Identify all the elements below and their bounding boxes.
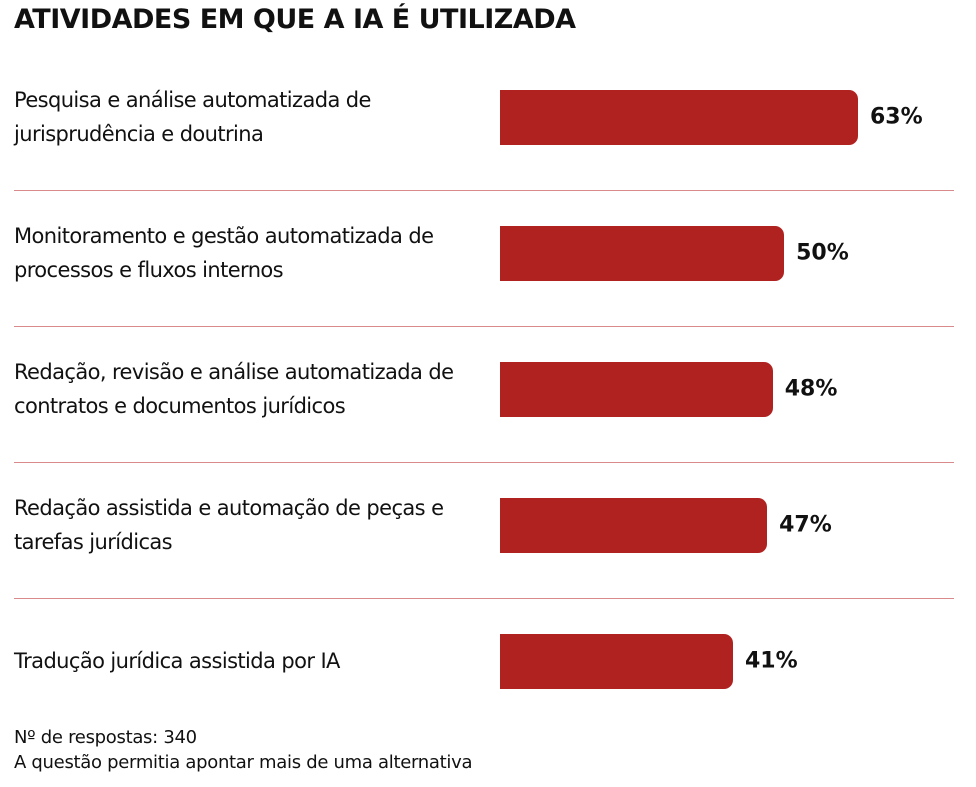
bar [500, 634, 733, 689]
bar [500, 498, 768, 553]
bar [500, 90, 858, 145]
bar-row: Monitoramento e gestão automatizada de p… [0, 185, 976, 321]
value-label: 47% [779, 512, 832, 538]
value-label: 50% [796, 240, 849, 266]
value-label: 48% [784, 376, 838, 402]
category-label: Pesquisa e análise automatizada de juris… [14, 88, 371, 146]
chart-title: ATIVIDADES EM QUE A IA É UTILIZADA [14, 4, 576, 35]
multiple-choice-note: A questão permitia apontar mais de uma a… [14, 752, 473, 773]
category-label: Redação, revisão e análise automatizada … [14, 360, 454, 418]
bar-row: Pesquisa e análise automatizada de juris… [0, 49, 976, 185]
row-separator [14, 462, 954, 463]
row-separator [14, 190, 954, 191]
row-separator [14, 326, 954, 327]
category-label: Tradução jurídica assistida por IA [14, 649, 340, 673]
responses-note: Nº de respostas: 340 [14, 727, 197, 748]
value-label: 63% [870, 104, 923, 130]
bar [500, 362, 773, 417]
bar-row: Redação assistida e automação de peças e… [0, 457, 976, 593]
category-label: Monitoramento e gestão automatizada de p… [14, 224, 434, 282]
value-label: 41% [744, 648, 798, 674]
bar-row: Tradução jurídica assistida por IA 41% [0, 593, 976, 729]
category-label: Redação assistida e automação de peças e… [14, 496, 444, 554]
bar-row: Redação, revisão e análise automatizada … [0, 321, 976, 457]
row-separator [14, 598, 954, 599]
bar [500, 226, 785, 281]
